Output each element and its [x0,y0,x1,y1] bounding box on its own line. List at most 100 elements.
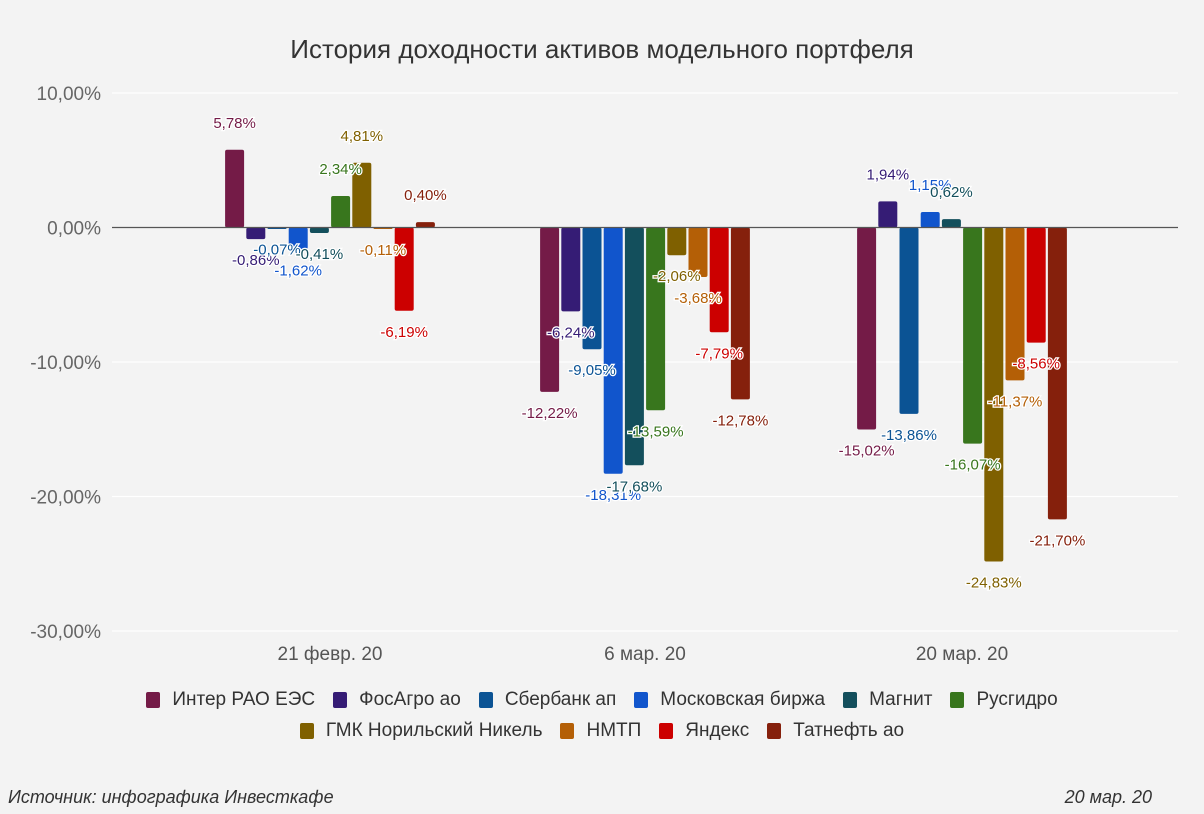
x-axis: 21 февр. 20 6 мар. 20 20 мар. 20 [278,644,1009,665]
data-label: -6,24% [547,324,595,341]
data-label: -21,70% [1029,532,1085,549]
legend-swatch [843,692,858,708]
legend-row-1: Интер РАО ЕЭС ФосАгро ао Сбербанк ап Москов… [0,689,1204,714]
legend-item: ФосАгро ао [333,689,461,711]
legend-label: Русгидро [976,689,1058,710]
x-tick-label: 20 мар. 20 [916,644,1008,665]
y-tick-label: 10,00% [37,84,102,105]
legend-label: Татнефть ао [793,720,905,741]
data-label: -17,68% [606,478,662,495]
data-label: 2,34% [319,161,362,178]
legend-label: НМТП [586,720,642,741]
data-label: -1,62% [274,262,322,279]
y-tick-label: -30,00% [30,622,101,643]
data-label: -3,68% [674,290,722,307]
legend-item: НМТП [560,720,641,742]
legend-swatch [659,723,674,739]
data-label: -12,22% [522,405,578,422]
bar [331,196,351,228]
data-label: -16,07% [945,457,1001,474]
bar [288,227,308,250]
bar [878,201,898,228]
legend-row-2: ГМК Норильский Никель НМТП Яндекс Татнефть … [0,720,1204,745]
bar [225,149,245,228]
data-label: -7,79% [695,345,743,362]
data-labels: 5,78% -12,22% -15,02% -0,86% -6,24% 1,94% -0,0… [212,114,1087,593]
data-label: -13,86% [881,427,937,444]
bar [646,227,666,411]
legend-swatch [767,723,782,739]
data-label: -0,41% [296,246,344,263]
data-label: -15,02% [839,443,895,460]
chart-title: История доходности активов модельного по… [290,34,914,64]
data-label: 4,81% [341,128,384,145]
data-label: 5,78% [213,115,256,132]
bar [603,227,623,474]
y-tick-label: 0,00% [47,219,101,240]
bar [730,227,750,400]
bar [941,219,961,228]
bar [857,227,877,430]
bar [540,227,560,392]
data-label: -6,19% [380,324,428,341]
bar [920,212,940,228]
source-note: Источник: инфографика Инвесткафе [8,787,334,807]
data-label: -11,37% [988,393,1043,410]
bar [309,227,329,234]
y-tick-label: -20,00% [30,488,101,509]
data-label: -2,06% [653,268,701,285]
bar [688,227,708,277]
legend-swatch [560,723,575,739]
legend-label: ФосАгро ао [359,689,461,710]
data-label: -0,07% [253,241,301,258]
legend-swatch [299,723,314,739]
bar [1026,227,1046,343]
y-tick-label: -10,00% [30,353,101,374]
legend-item: ГМК Норильский Никель [299,720,543,742]
bar [963,227,983,444]
bar [624,227,644,466]
legend-item: Яндекс [659,720,749,742]
bar [394,227,414,311]
data-label: 1,94% [867,166,910,183]
legend-item: Русгидро [950,689,1058,711]
bar [352,162,372,228]
legend-label: Сбербанк ап [504,689,617,710]
data-label: -12,78% [712,412,768,429]
bar [582,227,602,350]
bar [415,222,435,228]
bar [667,227,687,256]
legend-swatch [634,692,649,708]
bar [899,227,919,414]
legend-swatch [950,692,965,708]
x-tick-label: 21 февр. 20 [278,644,383,665]
y-axis: 10,00% 0,00% -10,00% -20,00% -30,00% [30,84,101,643]
data-label: -9,05% [568,362,616,379]
bar [709,227,729,333]
data-label: -0,11% [360,242,406,259]
bars [225,149,1067,562]
data-label: 0,62% [930,184,973,201]
bar [1005,227,1025,381]
legend-label: Московская биржа [660,689,826,710]
date-note: 20 мар. 20 [1064,787,1152,807]
legend-item: Татнефть ао [767,720,904,742]
legend-swatch [478,692,493,708]
bar [561,227,581,312]
legend-label: ГМК Норильский Никель [325,720,543,741]
legend-swatch [146,692,161,708]
legend-item: Интер РАО ЕЭС [146,689,315,711]
legend-label: Магнит [869,689,933,710]
legend-item: Сбербанк ап [478,689,617,711]
legend-swatch [333,692,348,708]
legend-item: Магнит [843,689,932,711]
bar [984,227,1004,562]
x-tick-label: 6 мар. 20 [604,644,686,665]
bar [246,227,266,240]
data-label: -0,86% [232,252,280,269]
data-label: -13,59% [628,423,684,440]
bar [1047,227,1067,520]
legend-label: Интер РАО ЕЭС [172,689,316,710]
legend-item: Московская биржа [634,689,825,711]
bar-chart: 10,00% 0,00% -10,00% -20,00% -30,00% 5,78% -1… [30,84,1178,665]
